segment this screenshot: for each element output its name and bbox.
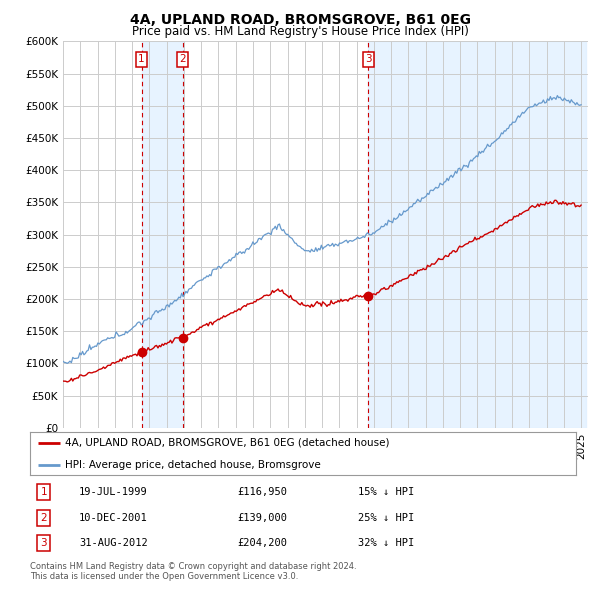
Text: 2: 2 [179,54,186,64]
Text: 2: 2 [40,513,47,523]
Text: £204,200: £204,200 [238,538,287,548]
Bar [368,41,586,428]
Text: £139,000: £139,000 [238,513,287,523]
Text: 15% ↓ HPI: 15% ↓ HPI [358,487,414,497]
Text: 1: 1 [40,487,47,497]
Text: 10-DEC-2001: 10-DEC-2001 [79,513,148,523]
Bar [142,41,183,428]
Text: 32% ↓ HPI: 32% ↓ HPI [358,538,414,548]
Text: Contains HM Land Registry data © Crown copyright and database right 2024.
This d: Contains HM Land Registry data © Crown c… [30,562,356,581]
Text: 1: 1 [138,54,145,64]
Text: 31-AUG-2012: 31-AUG-2012 [79,538,148,548]
Text: 25% ↓ HPI: 25% ↓ HPI [358,513,414,523]
Text: Price paid vs. HM Land Registry's House Price Index (HPI): Price paid vs. HM Land Registry's House … [131,25,469,38]
Text: £116,950: £116,950 [238,487,287,497]
Text: 3: 3 [365,54,371,64]
Text: HPI: Average price, detached house, Bromsgrove: HPI: Average price, detached house, Brom… [65,460,321,470]
Text: 4A, UPLAND ROAD, BROMSGROVE, B61 0EG (detached house): 4A, UPLAND ROAD, BROMSGROVE, B61 0EG (de… [65,438,390,448]
Text: 3: 3 [40,538,47,548]
Text: 4A, UPLAND ROAD, BROMSGROVE, B61 0EG: 4A, UPLAND ROAD, BROMSGROVE, B61 0EG [130,13,470,27]
Text: 19-JUL-1999: 19-JUL-1999 [79,487,148,497]
